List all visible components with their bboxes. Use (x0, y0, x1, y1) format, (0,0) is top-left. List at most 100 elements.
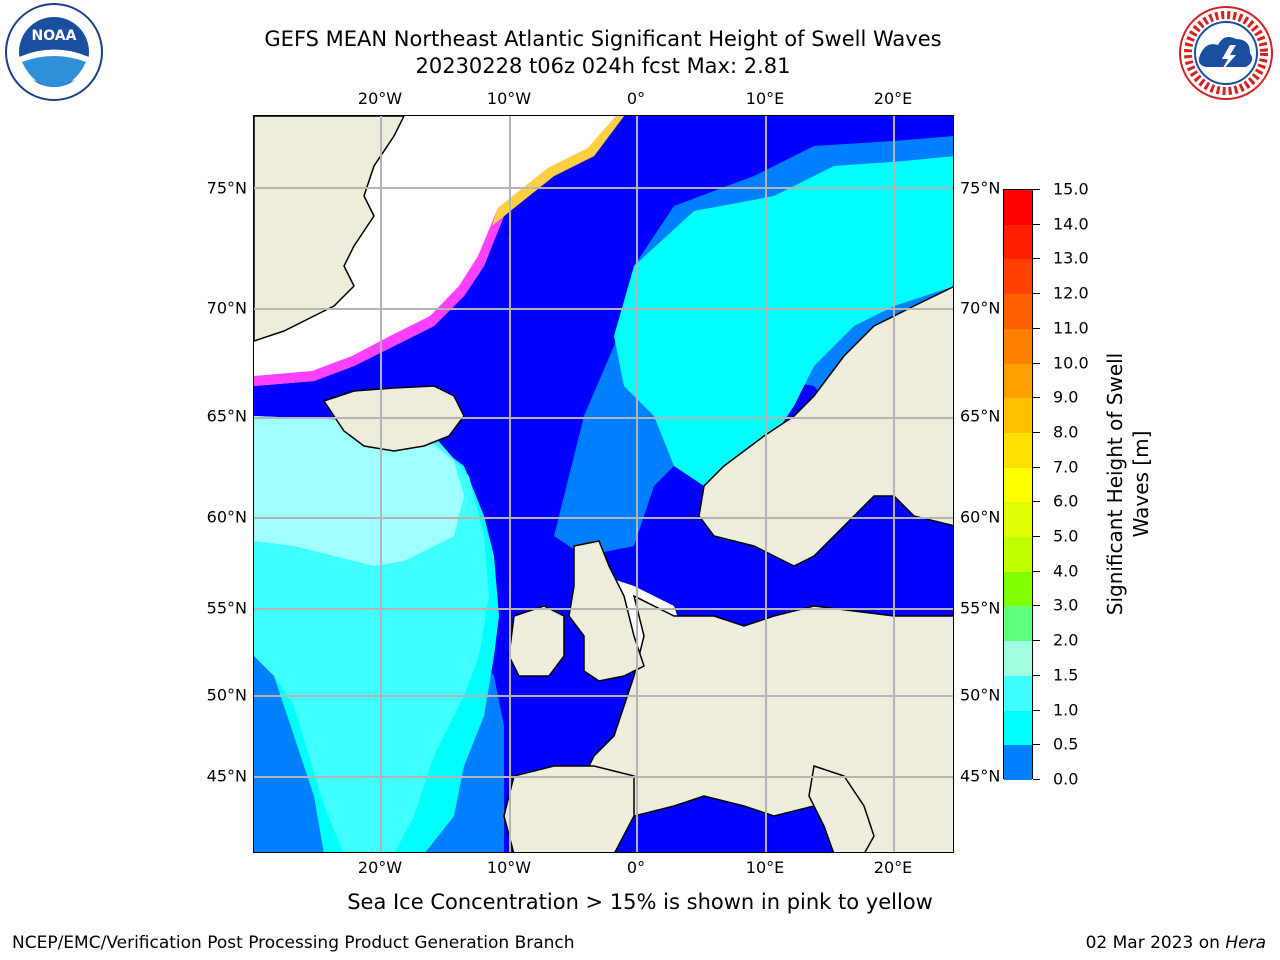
colorbar-segment (1004, 467, 1032, 503)
colorbar-tick (1033, 293, 1040, 295)
colorbar-tick (1033, 640, 1040, 642)
colorbar-segment (1004, 363, 1032, 399)
colorbar-segment (1004, 294, 1032, 330)
swell-bands (254, 136, 953, 852)
colorbar-segment (1004, 710, 1032, 746)
colorbar-segment (1004, 328, 1032, 365)
lat-label-right-55n: 55°N (960, 598, 1001, 618)
lat-label-right-75n: 75°N (960, 178, 1001, 198)
colorbar-tick (1033, 501, 1040, 503)
colorbar-tick (1033, 327, 1040, 329)
colorbar-tick-label: 13.0 (1053, 248, 1089, 268)
sea-ice-note: Sea Ice Concentration > 15% is shown in … (347, 890, 933, 914)
colorbar-segment (1004, 432, 1032, 469)
colorbar-tick-label: 6.0 (1053, 491, 1079, 511)
lat-label-left-55n: 55°N (206, 598, 247, 618)
swell-band-20 (254, 416, 464, 566)
lon-label-bottom-20e: 20°E (873, 858, 913, 877)
colorbar-tick-label: 9.0 (1053, 387, 1079, 407)
lat-label-right-45n: 45°N (960, 766, 1001, 786)
colorbar-tick-label: 4.0 (1053, 561, 1079, 581)
scandinavia (698, 286, 953, 567)
lon-label-top-10w: 10°W (486, 89, 532, 108)
colorbar-tick (1033, 466, 1040, 468)
lon-label-top-10e: 10°E (745, 89, 785, 108)
footer-host: Hera (1225, 933, 1266, 953)
noaa-logo-text: NOAA (32, 28, 77, 44)
iberia (503, 765, 635, 852)
swell-height-map (254, 116, 953, 852)
colorbar-tick (1033, 189, 1040, 190)
colorbar-tick-label: 3.0 (1053, 595, 1079, 615)
land-masses (254, 116, 953, 852)
colorbar-tick-label: 2.0 (1053, 630, 1079, 650)
lat-label-left-65n: 65°N (206, 406, 247, 426)
colorbar-tick-label: 1.0 (1053, 700, 1079, 720)
colorbar-tick (1033, 779, 1040, 780)
colorbar-tick (1033, 362, 1040, 364)
lon-label-bottom-10w: 10°W (486, 858, 532, 877)
footer-credit: NCEP/EMC/Verification Post Processing Pr… (12, 933, 575, 953)
colorbar-segment (1004, 398, 1032, 434)
colorbar-title-line-2: Waves [m] (1129, 430, 1153, 538)
colorbar-tick-label: 12.0 (1053, 283, 1089, 303)
colorbar-segment (1004, 571, 1032, 607)
colorbar-segment (1004, 606, 1032, 642)
continental-europe (583, 594, 953, 852)
colorbar-tick (1033, 744, 1040, 746)
colorbar-tick (1033, 709, 1040, 711)
colorbar-tick (1033, 570, 1040, 572)
ireland (508, 605, 565, 677)
colorbar-tick-label: 10.0 (1053, 353, 1089, 373)
map-panel (253, 115, 954, 853)
colorbar-tick (1033, 536, 1040, 538)
lon-label-bottom-0: 0° (626, 858, 646, 877)
colorbar-segment (1004, 641, 1032, 677)
lat-label-left-60n: 60°N (206, 507, 247, 527)
colorbar-tick-label: 0.5 (1053, 734, 1079, 754)
colorbar-tick-label: 1.5 (1053, 665, 1079, 685)
italy (808, 765, 875, 852)
colorbar-tick (1033, 223, 1040, 225)
lon-label-bottom-20w: 20°W (357, 858, 403, 877)
great-britain (568, 540, 645, 682)
colorbar-segment (1004, 502, 1032, 538)
lat-label-right-70n: 70°N (960, 298, 1001, 318)
lat-label-left-45n: 45°N (206, 766, 247, 786)
colorbar-tick-label: 15.0 (1053, 179, 1089, 199)
colorbar-tick-label: 5.0 (1053, 526, 1079, 546)
colorbar-title-line-1: Significant Height of Swell (1103, 352, 1127, 616)
lat-label-right-60n: 60°N (960, 507, 1001, 527)
nws-logo-icon (1179, 6, 1273, 100)
greenland (254, 116, 405, 342)
swell-band-10-north (614, 156, 953, 486)
footer-date-text: 02 Mar 2023 on (1085, 933, 1226, 953)
colorbar-segment (1004, 745, 1032, 781)
colorbar-segment (1004, 190, 1032, 226)
colorbar-tick-label: 11.0 (1053, 318, 1089, 338)
lon-label-top-20e: 20°E (873, 89, 913, 108)
title-line-1: GEFS MEAN Northeast Atlantic Significant… (264, 27, 942, 51)
noaa-logo-icon: NOAA (5, 3, 103, 101)
graticule (254, 116, 953, 852)
colorbar-tick (1033, 431, 1040, 433)
colorbar-tick-label: 8.0 (1053, 422, 1079, 442)
colorbar-tick-label: 7.0 (1053, 457, 1079, 477)
colorbar (1003, 189, 1033, 781)
lon-label-top-20w: 20°W (357, 89, 403, 108)
colorbar-tick-label: 0.0 (1053, 769, 1079, 789)
colorbar-segment (1004, 224, 1032, 260)
chart-title: GEFS MEAN Northeast Atlantic Significant… (264, 26, 941, 80)
lat-label-right-50n: 50°N (960, 685, 1001, 705)
colorbar-tick (1033, 674, 1040, 676)
footer-date: 02 Mar 2023 on Hera (1086, 933, 1266, 953)
colorbar-tick-label: 14.0 (1053, 214, 1089, 234)
colorbar-segment (1004, 259, 1032, 295)
colorbar-segment (1004, 675, 1032, 712)
colorbar-segment (1004, 537, 1032, 573)
lat-label-right-65n: 65°N (960, 406, 1001, 426)
lon-label-top-0: 0° (626, 89, 646, 108)
lon-label-bottom-10e: 10°E (745, 858, 785, 877)
colorbar-tick (1033, 397, 1040, 399)
lat-label-left-50n: 50°N (206, 685, 247, 705)
